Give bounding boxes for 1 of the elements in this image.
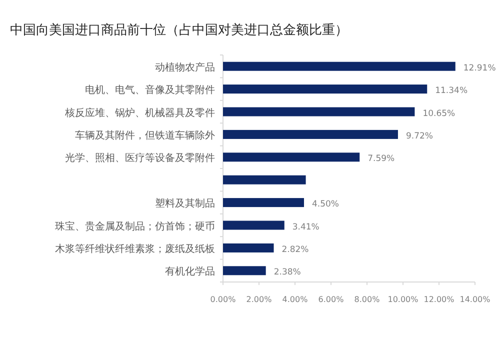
title: 中国向美国进口商品前十位（占中国对美进口总金额比重） — [10, 23, 348, 38]
